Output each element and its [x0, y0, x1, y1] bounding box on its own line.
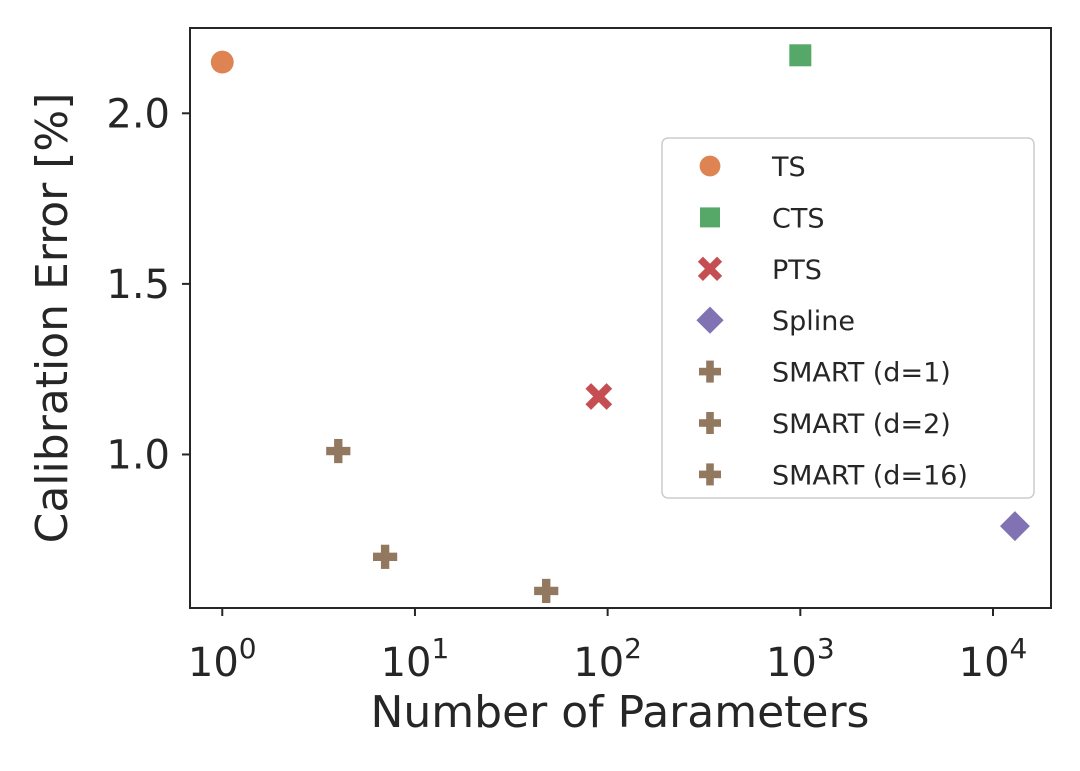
- y-tick-label: 1.0: [106, 432, 170, 478]
- legend-label: CTS: [772, 203, 824, 234]
- y-ticks: 1.0 1.5 2.0: [106, 91, 190, 478]
- point-smart-d-1: [326, 438, 351, 464]
- y-tick-label: 2.0: [106, 91, 170, 137]
- plot-frame: [189, 27, 1052, 609]
- x-tick-label: 101: [381, 632, 450, 686]
- legend-item-cts: CTS: [700, 203, 824, 234]
- legend-marker-cts: [700, 207, 720, 228]
- legend-item-pts: PTS: [697, 255, 822, 286]
- legend-label: SMART (d=16): [772, 460, 968, 491]
- x-axis-title: Number of Parameters: [371, 687, 870, 738]
- legend-marker-ts: [699, 155, 721, 177]
- legend-label: SMART (d=2): [772, 409, 951, 440]
- legend: TS CTS PTS Spline SMART (d=1) SMART (d=2) SMAR…: [661, 137, 1035, 499]
- legend-item-smart-d-2: SMART (d=2): [699, 409, 951, 440]
- point-pts: [585, 383, 613, 410]
- legend-frame: [661, 137, 1035, 499]
- legend-label: PTS: [772, 255, 822, 286]
- x-tick-label: 103: [766, 632, 835, 686]
- points-layer: [210, 44, 1030, 604]
- legend-marker-smart-d-1: [699, 360, 721, 383]
- point-smart-d-16: [534, 578, 559, 604]
- x-tick-label: 104: [959, 632, 1028, 686]
- point-smart-d-2: [373, 544, 398, 569]
- point-ts: [210, 50, 234, 74]
- legend-marker-pts: [697, 256, 723, 281]
- legend-label: Spline: [772, 306, 855, 337]
- x-tick-label: 100: [188, 632, 257, 686]
- legend-label: SMART (d=1): [772, 358, 951, 389]
- point-spline: [999, 511, 1030, 542]
- legend-marker-spline: [696, 306, 724, 334]
- y-tick-label: 1.5: [106, 262, 170, 308]
- x-tick-label: 102: [573, 632, 642, 686]
- legend-item-spline: Spline: [696, 306, 855, 337]
- legend-label: TS: [771, 152, 806, 183]
- legend-marker-smart-d-2: [699, 412, 721, 434]
- legend-item-smart-d-16: SMART (d=16): [699, 460, 968, 491]
- legend-item-smart-d-1: SMART (d=1): [699, 358, 951, 389]
- legend-item-ts: TS: [699, 152, 806, 183]
- x-ticks: 100 101 102 103 104: [188, 608, 1027, 686]
- legend-marker-smart-d-16: [699, 463, 721, 486]
- y-axis-title: Calibration Error [%]: [27, 93, 78, 544]
- point-cts: [789, 44, 812, 67]
